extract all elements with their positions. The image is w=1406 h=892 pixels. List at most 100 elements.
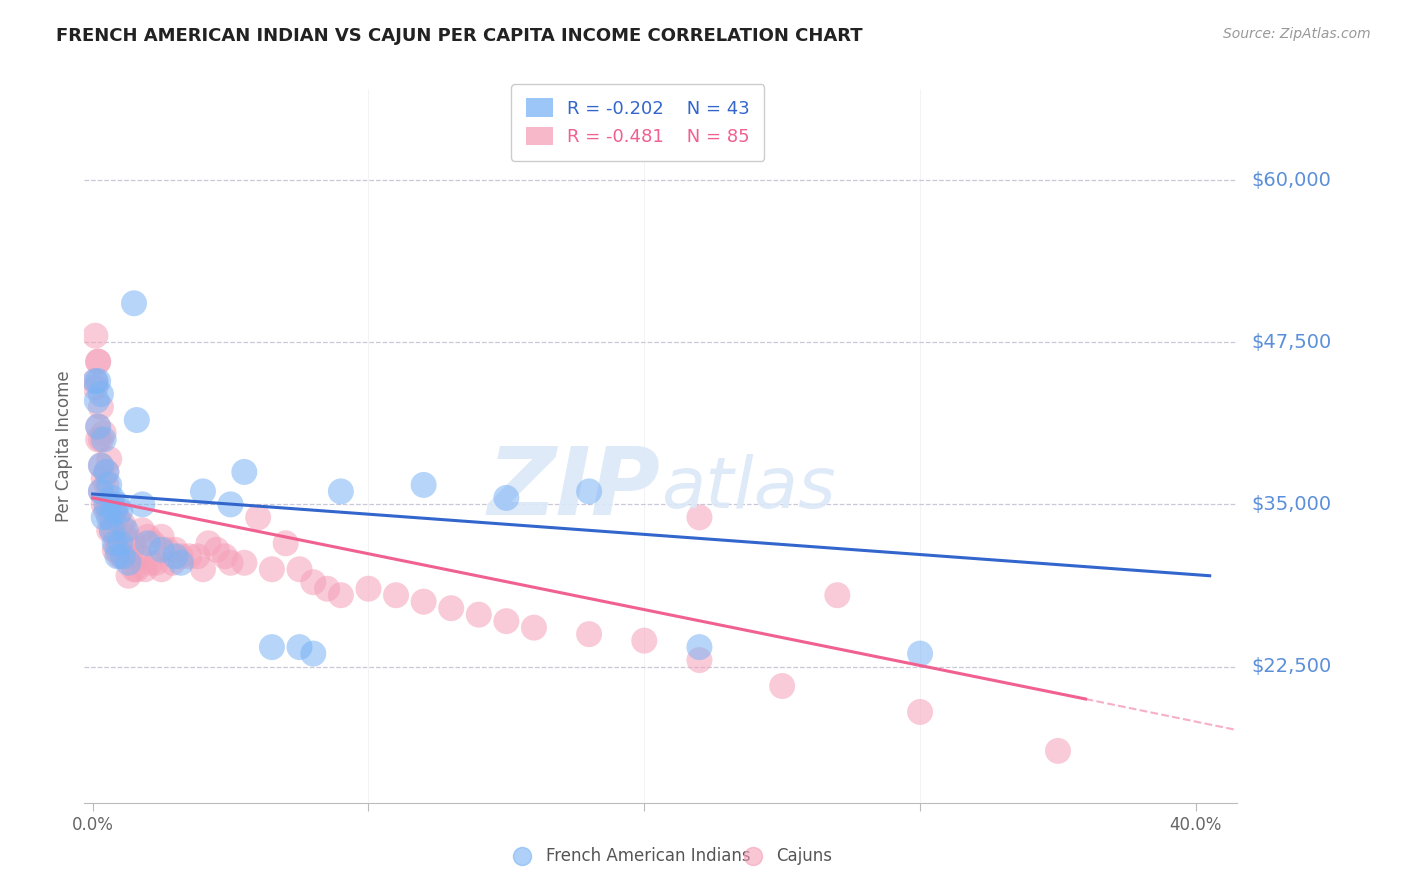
Point bbox=[110, 504, 132, 518]
Point bbox=[93, 497, 115, 511]
Point bbox=[90, 458, 112, 473]
Point bbox=[302, 647, 325, 661]
Text: $60,000: $60,000 bbox=[1251, 170, 1331, 189]
Text: $35,000: $35,000 bbox=[1251, 495, 1331, 514]
Point bbox=[688, 640, 710, 654]
Point bbox=[98, 452, 121, 467]
Point bbox=[302, 575, 325, 590]
Text: French American Indians: French American Indians bbox=[546, 847, 751, 865]
Point bbox=[114, 524, 136, 538]
Point bbox=[96, 497, 118, 511]
Point bbox=[219, 556, 242, 570]
Point bbox=[219, 497, 242, 511]
Point bbox=[523, 621, 546, 635]
Point bbox=[170, 556, 193, 570]
Text: Source: ZipAtlas.com: Source: ZipAtlas.com bbox=[1223, 27, 1371, 41]
Point bbox=[93, 425, 115, 440]
Point bbox=[111, 549, 134, 564]
Point bbox=[131, 524, 153, 538]
Point bbox=[87, 419, 110, 434]
Point bbox=[495, 614, 517, 628]
Point bbox=[90, 433, 112, 447]
Point bbox=[84, 374, 107, 388]
Point bbox=[247, 510, 270, 524]
Point bbox=[87, 419, 110, 434]
Point bbox=[114, 549, 136, 564]
Point bbox=[578, 627, 600, 641]
Point bbox=[412, 478, 434, 492]
Point bbox=[87, 374, 110, 388]
Point bbox=[142, 536, 165, 550]
Point bbox=[101, 491, 124, 505]
Point bbox=[179, 549, 201, 564]
Point bbox=[412, 595, 434, 609]
Point bbox=[688, 653, 710, 667]
Point bbox=[468, 607, 491, 622]
Point bbox=[125, 562, 148, 576]
Point bbox=[122, 296, 145, 310]
Point bbox=[96, 504, 118, 518]
Point bbox=[233, 465, 256, 479]
Point bbox=[827, 588, 849, 602]
Point bbox=[908, 647, 931, 661]
Point bbox=[260, 562, 283, 576]
Point bbox=[770, 679, 793, 693]
Point bbox=[495, 491, 517, 505]
Legend: R = -0.202    N = 43, R = -0.481    N = 85: R = -0.202 N = 43, R = -0.481 N = 85 bbox=[512, 84, 765, 161]
Text: FRENCH AMERICAN INDIAN VS CAJUN PER CAPITA INCOME CORRELATION CHART: FRENCH AMERICAN INDIAN VS CAJUN PER CAPI… bbox=[56, 27, 863, 45]
Point bbox=[104, 524, 127, 538]
Point bbox=[96, 465, 118, 479]
Point bbox=[131, 497, 153, 511]
Point bbox=[101, 497, 124, 511]
Point bbox=[150, 562, 173, 576]
Point bbox=[117, 556, 139, 570]
Point bbox=[107, 497, 129, 511]
Point bbox=[329, 484, 352, 499]
Point bbox=[98, 478, 121, 492]
Point bbox=[260, 640, 283, 654]
Point bbox=[197, 536, 219, 550]
Point bbox=[101, 510, 124, 524]
Point bbox=[117, 549, 139, 564]
Point bbox=[1046, 744, 1069, 758]
Point bbox=[578, 484, 600, 499]
Point bbox=[111, 549, 134, 564]
Point bbox=[104, 536, 127, 550]
Point bbox=[98, 497, 121, 511]
Point bbox=[93, 510, 115, 524]
Point bbox=[86, 393, 108, 408]
Point bbox=[96, 465, 118, 479]
Point bbox=[288, 640, 311, 654]
Point bbox=[125, 413, 148, 427]
Point bbox=[357, 582, 380, 596]
Point bbox=[87, 354, 110, 368]
Point bbox=[101, 524, 124, 538]
Y-axis label: Per Capita Income: Per Capita Income bbox=[55, 370, 73, 522]
Point bbox=[104, 542, 127, 557]
Point bbox=[87, 433, 110, 447]
Text: $47,500: $47,500 bbox=[1251, 333, 1331, 351]
Point bbox=[90, 484, 112, 499]
Point bbox=[150, 542, 173, 557]
Point bbox=[688, 510, 710, 524]
Point bbox=[98, 497, 121, 511]
Point bbox=[107, 542, 129, 557]
Point bbox=[214, 549, 236, 564]
Point bbox=[288, 562, 311, 576]
Point bbox=[111, 516, 134, 531]
Point bbox=[98, 510, 121, 524]
Point bbox=[122, 562, 145, 576]
Text: Cajuns: Cajuns bbox=[776, 847, 832, 865]
Point bbox=[165, 542, 187, 557]
Point bbox=[90, 458, 112, 473]
Point bbox=[90, 484, 112, 499]
Point bbox=[139, 556, 162, 570]
Point bbox=[90, 387, 112, 401]
Point bbox=[107, 549, 129, 564]
Point bbox=[84, 381, 107, 395]
Point bbox=[87, 354, 110, 368]
Point bbox=[98, 524, 121, 538]
Point bbox=[107, 536, 129, 550]
Point bbox=[205, 542, 228, 557]
Point bbox=[90, 400, 112, 414]
